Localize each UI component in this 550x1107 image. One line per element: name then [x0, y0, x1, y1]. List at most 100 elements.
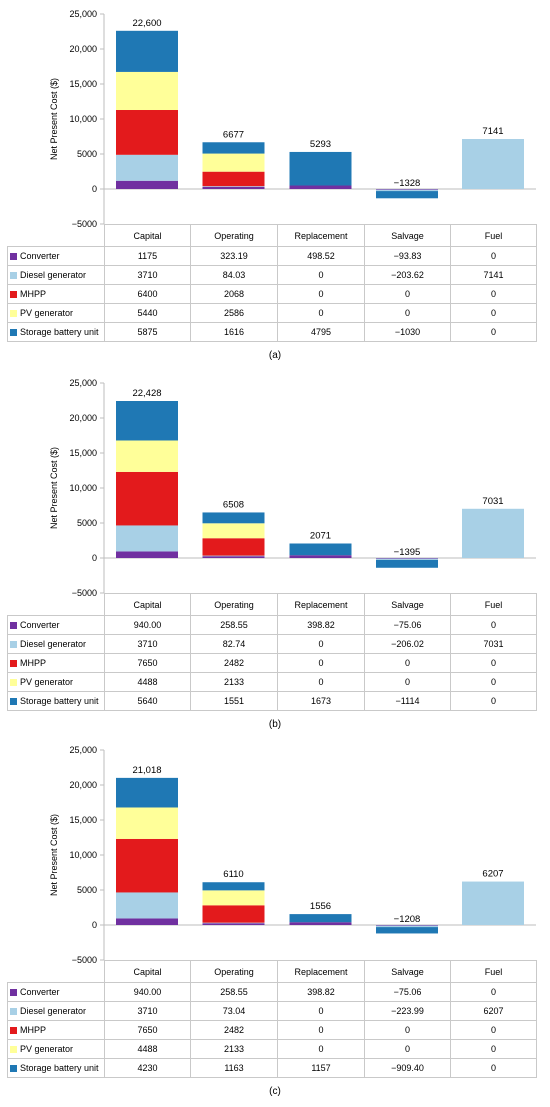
legend-swatch: [10, 1027, 17, 1034]
legend-name: Storage battery unit: [20, 696, 99, 706]
table-cell: −206.02: [364, 634, 451, 654]
table-cell: 0: [277, 1039, 365, 1059]
table-cell: 84.03: [190, 265, 278, 285]
legend-name: Converter: [20, 620, 60, 630]
y-tick-label: 5000: [77, 885, 97, 895]
table-cell: 398.82: [277, 615, 365, 635]
table-cell: 2133: [190, 672, 278, 692]
bar-segment: [202, 153, 265, 172]
column-header: Operating: [190, 960, 278, 983]
column-header: Salvage: [364, 224, 451, 247]
y-tick-label: 0: [92, 184, 97, 194]
table-cell: 0: [450, 653, 537, 673]
bar-segment: [289, 555, 352, 558]
table-cell: 6207: [450, 1001, 537, 1021]
bar-segment: [376, 558, 438, 559]
y-tick-label: 20,000: [69, 413, 97, 423]
legend-swatch: [10, 641, 17, 648]
table-cell: 0: [277, 1020, 365, 1040]
data-table: Capital Operating Replacement Salvage Fuel Co…: [7, 960, 537, 1078]
table-cell: 73.04: [190, 1001, 278, 1021]
y-tick-label: 0: [92, 553, 97, 563]
y-tick-label: 0: [92, 920, 97, 930]
bar-segment: [289, 151, 352, 186]
y-axis-title: Net Present Cost ($): [49, 78, 59, 160]
table-cell: 1673: [277, 691, 365, 711]
table-cell: 0: [277, 1001, 365, 1021]
table-cell: 0: [364, 672, 451, 692]
table-row: Converter 1175 323.19 498.52 −93.83 0: [7, 246, 537, 266]
column-header: Fuel: [450, 593, 537, 616]
chart-svg: 25,000 20,000 15,000 10,000 5000 0 −5000 Net Pr…: [49, 378, 536, 598]
chart-panel-a: 25,000 20,000 15,000 10,000 5000 0 −5000 Net Pr…: [0, 0, 550, 369]
table-cell: 7650: [104, 1020, 191, 1040]
table-row: PV generator 5440 2586 0 0 0: [7, 303, 537, 323]
legend-swatch: [10, 310, 17, 317]
total-data-label: 1556: [310, 901, 331, 912]
data-table: Capital Operating Replacement Salvage Fuel Co…: [7, 593, 537, 711]
table-corner: [7, 960, 105, 983]
bar-segment: [116, 401, 178, 441]
table-cell: 0: [277, 303, 365, 323]
table-cell: 0: [450, 1039, 537, 1059]
bar-segment: [116, 471, 178, 526]
table-cell: 0: [277, 634, 365, 654]
legend-name: PV generator: [20, 308, 74, 318]
table-cell: 0: [364, 1020, 451, 1040]
table-row: PV generator 4488 2133 0 0 0: [7, 672, 537, 692]
table-cell: 2068: [190, 284, 278, 304]
bar-segment: [289, 922, 352, 925]
table-header-row: Capital Operating Replacement Salvage Fuel: [7, 224, 537, 247]
bar-segment: [376, 559, 438, 568]
table-row: Storage battery unit 5875 1616 4795 −1030 0: [7, 322, 537, 342]
total-data-label: 6110: [223, 869, 243, 880]
table-cell: −1030: [364, 322, 451, 342]
table-cell: 2482: [190, 1020, 278, 1040]
table-cell: 4795: [277, 322, 365, 342]
bar-segment: [202, 890, 265, 906]
table-row: Converter 940.00 258.55 398.82 −75.06 0: [7, 615, 537, 635]
bar-segment: [376, 925, 438, 926]
y-tick-label: 15,000: [69, 79, 97, 89]
bar-segment: [202, 186, 265, 187]
legend-name: Diesel generator: [20, 1006, 87, 1016]
table-cell: 0: [450, 1020, 537, 1040]
table-cell: 3710: [104, 1001, 191, 1021]
table-row: Diesel generator 3710 82.74 0 −206.02 7031: [7, 634, 537, 654]
total-data-label: −1395: [394, 547, 421, 558]
table-row: Storage battery unit 4230 1163 1157 −909.40 0: [7, 1058, 537, 1078]
table-row: PV generator 4488 2133 0 0 0: [7, 1039, 537, 1059]
bar-segment: [376, 558, 438, 560]
table-cell: 0: [450, 284, 537, 304]
table-cell: −203.62: [364, 265, 451, 285]
panel-caption: (a): [268, 350, 282, 361]
y-tick-label: 25,000: [69, 745, 97, 755]
legend-name: Storage battery unit: [20, 327, 99, 337]
table-row: Diesel generator 3710 73.04 0 −223.99 6207: [7, 1001, 537, 1021]
table-cell: 3710: [104, 634, 191, 654]
table-cell: −1114: [364, 691, 451, 711]
bar-segment: [202, 556, 265, 558]
legend-swatch: [10, 253, 17, 260]
y-tick-label: 15,000: [69, 448, 97, 458]
legend-swatch: [10, 679, 17, 686]
table-cell: 258.55: [190, 615, 278, 635]
legend-row-label: PV generator: [7, 1039, 105, 1059]
table-cell: 1551: [190, 691, 278, 711]
total-data-label: 7031: [482, 496, 503, 507]
legend-name: Converter: [20, 987, 60, 997]
bar-segment: [202, 882, 265, 891]
column-header: Replacement: [277, 960, 365, 983]
table-corner: [7, 593, 105, 616]
table-cell: 0: [450, 982, 537, 1002]
legend-row-label: Storage battery unit: [7, 691, 105, 711]
legend-name: PV generator: [20, 1044, 74, 1054]
legend-name: MHPP: [20, 658, 47, 668]
panel-caption: (b): [268, 719, 282, 730]
table-cell: −93.83: [364, 246, 451, 266]
y-tick-label: −5000: [72, 219, 97, 229]
bar-segment: [202, 923, 265, 925]
table-cell: 0: [450, 322, 537, 342]
bar-segment: [116, 892, 178, 919]
legend-row-label: PV generator: [7, 303, 105, 323]
